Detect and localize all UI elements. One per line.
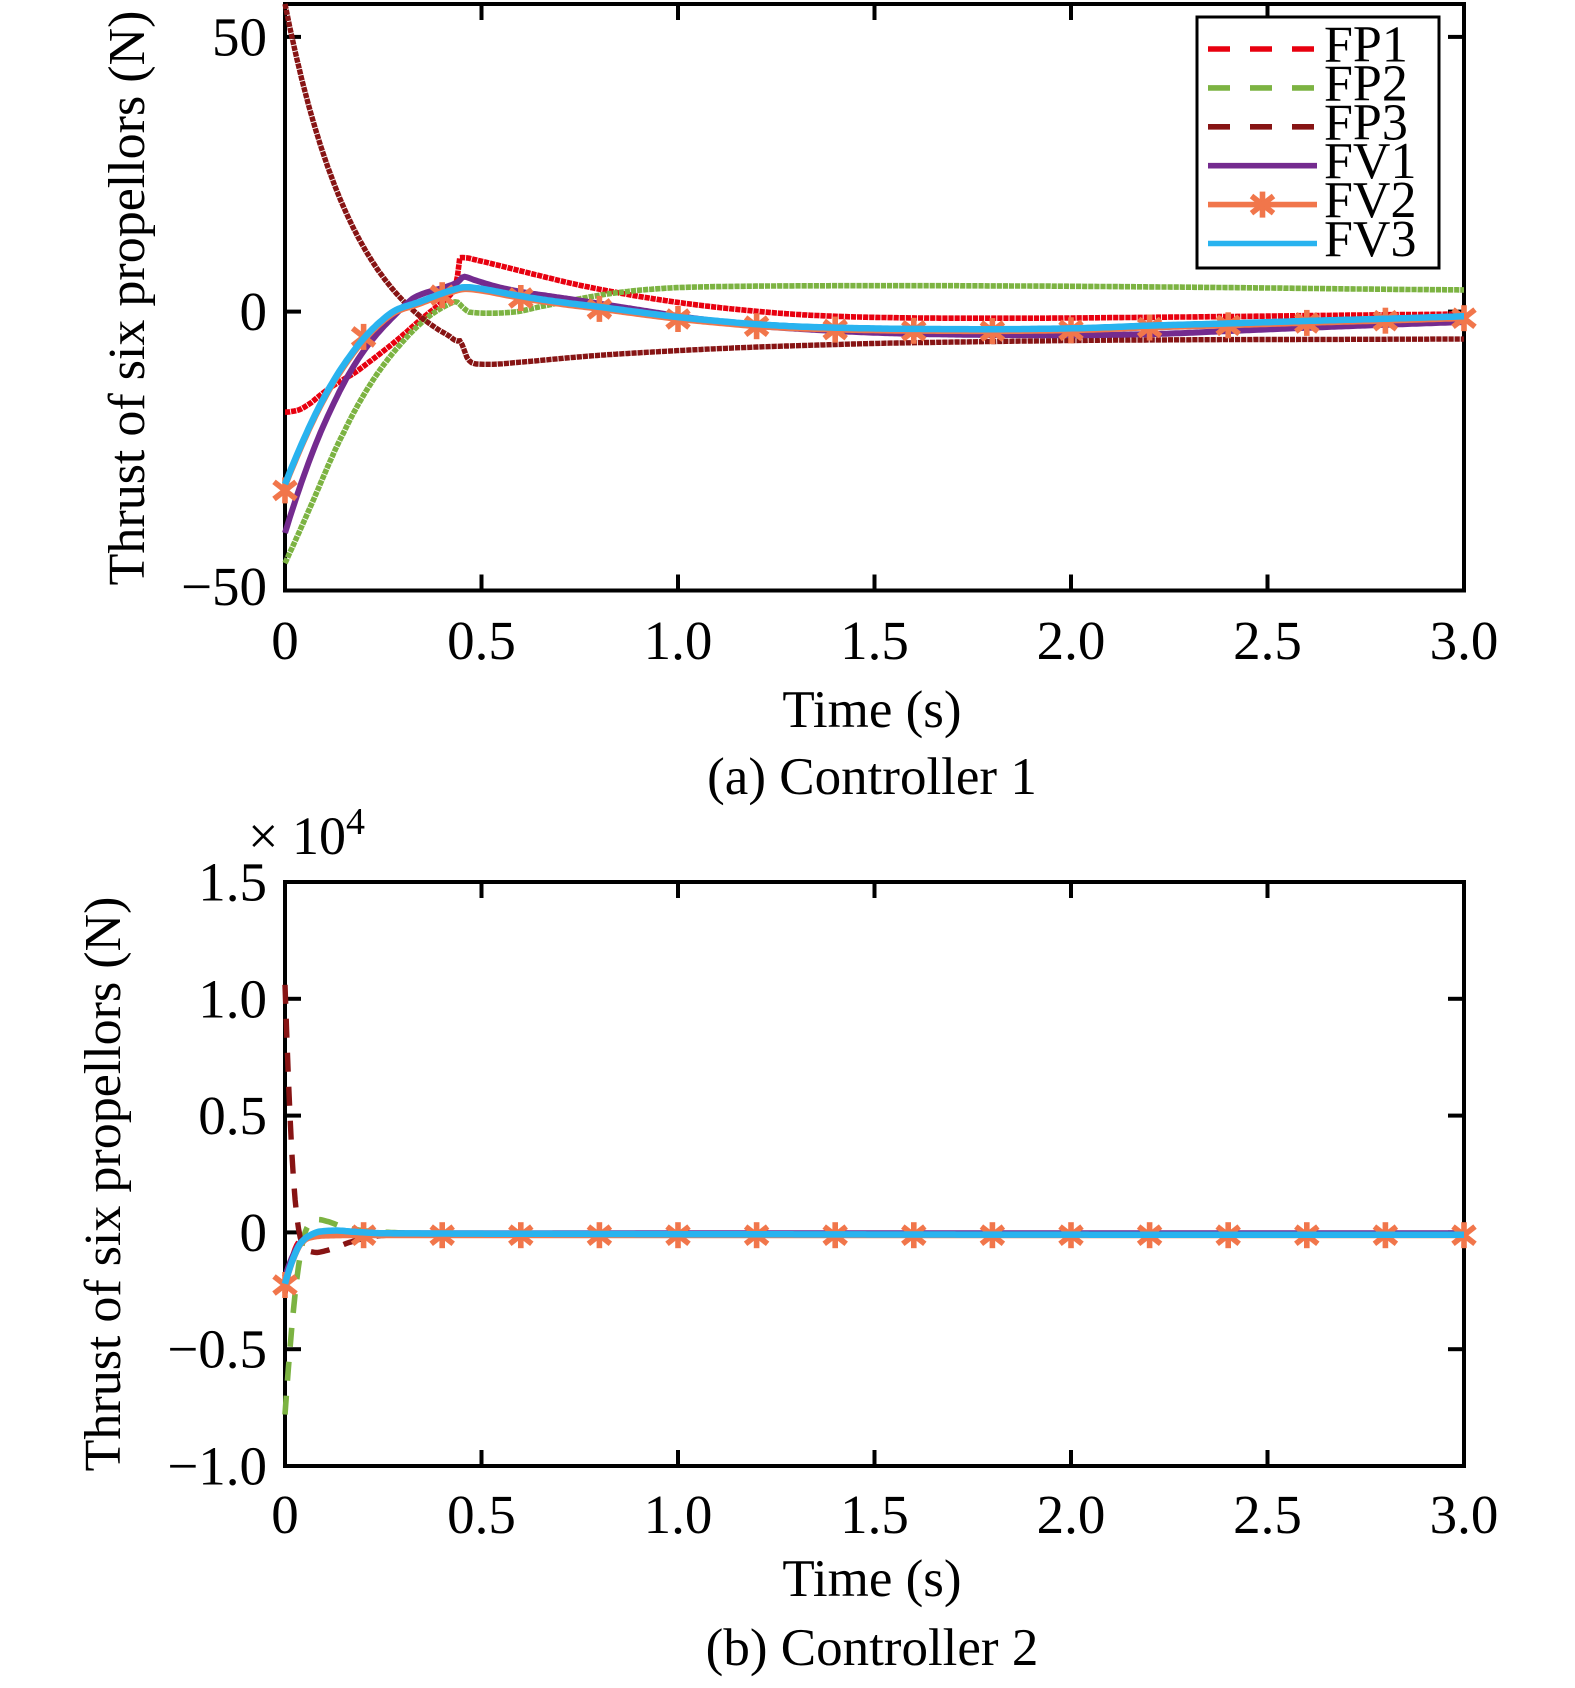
svg-text:0: 0 [240, 281, 268, 342]
svg-text:FV1: FV1 [1324, 133, 1416, 190]
svg-text:50: 50 [212, 7, 267, 68]
svg-text:0: 0 [271, 610, 299, 671]
svg-text:FV3: FV3 [1324, 211, 1416, 268]
svg-text:FP2: FP2 [1324, 55, 1408, 112]
svg-text:FP1: FP1 [1324, 17, 1408, 74]
svg-text:FV2: FV2 [1324, 172, 1416, 229]
svg-text:2.5: 2.5 [1233, 610, 1302, 671]
svg-text:−1.0: −1.0 [167, 1436, 267, 1497]
svg-text:2.0: 2.0 [1037, 610, 1106, 671]
svg-text:(a) Controller 1: (a) Controller 1 [707, 748, 1037, 806]
svg-text:1.0: 1.0 [644, 1484, 713, 1545]
svg-text:1.0: 1.0 [198, 968, 267, 1029]
svg-text:2.5: 2.5 [1233, 1484, 1302, 1545]
svg-text:0: 0 [271, 1484, 299, 1545]
svg-text:0.5: 0.5 [198, 1085, 267, 1146]
svg-text:1.5: 1.5 [840, 610, 909, 671]
svg-text:0.5: 0.5 [447, 610, 516, 671]
svg-text:× 104: × 104 [248, 801, 365, 866]
svg-text:(b) Controller 2: (b) Controller 2 [706, 1619, 1039, 1677]
svg-text:FP3: FP3 [1324, 94, 1408, 151]
svg-text:Time (s): Time (s) [782, 1550, 961, 1608]
svg-text:Thrust of six propellors (N): Thrust of six propellors (N) [99, 11, 156, 586]
svg-text:1.5: 1.5 [198, 852, 267, 913]
svg-text:1.5: 1.5 [840, 1484, 909, 1545]
svg-text:−0.5: −0.5 [167, 1319, 267, 1380]
svg-text:3.0: 3.0 [1430, 610, 1499, 671]
svg-text:0: 0 [240, 1202, 268, 1263]
svg-text:2.0: 2.0 [1037, 1484, 1106, 1545]
svg-text:Time (s): Time (s) [782, 681, 961, 739]
svg-text:−50: −50 [181, 556, 267, 617]
svg-text:3.0: 3.0 [1430, 1484, 1499, 1545]
svg-text:1.0: 1.0 [644, 610, 713, 671]
svg-text:0.5: 0.5 [447, 1484, 516, 1545]
svg-text:Thrust of six propellors (N): Thrust of six propellors (N) [75, 897, 132, 1472]
